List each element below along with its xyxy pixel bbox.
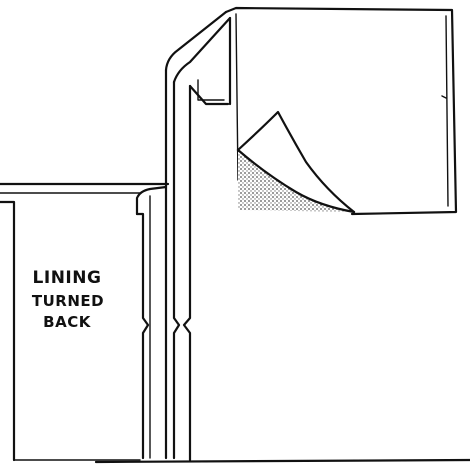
inner-panel bbox=[135, 185, 168, 460]
folded-strip bbox=[164, 10, 232, 462]
peeled-corner bbox=[236, 110, 356, 214]
lining-label-line3: BACK bbox=[43, 313, 91, 331]
lining-label-line2: TURNED bbox=[31, 292, 105, 310]
left-box bbox=[0, 182, 170, 462]
lining-label-line1: LINING bbox=[32, 268, 102, 288]
base-line bbox=[94, 458, 470, 464]
folded-sheet bbox=[224, 6, 458, 216]
